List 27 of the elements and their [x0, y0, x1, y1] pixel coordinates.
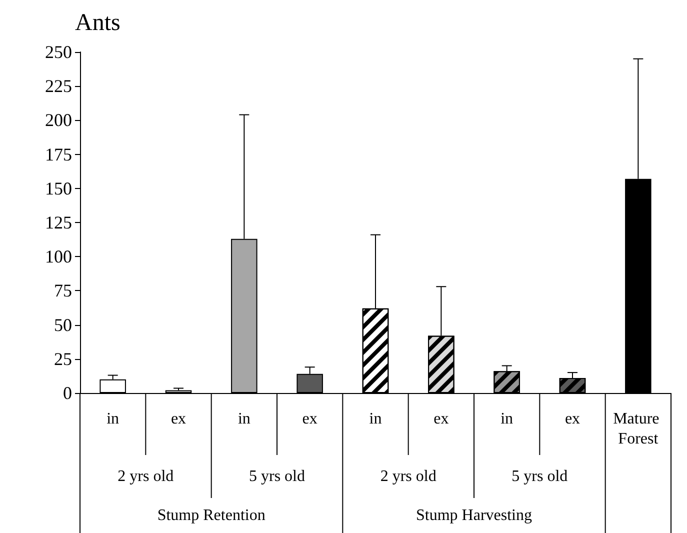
x-tick-label: ex [434, 410, 449, 428]
x-tick-label: Mature Forest [613, 410, 664, 448]
y-tick-label: 50 [54, 314, 72, 335]
text: 5 yrs old [512, 468, 568, 485]
x-tick-label: ex [564, 410, 580, 428]
y-tick-label: 200 [45, 110, 72, 130]
y-tick-label: 0 [63, 383, 72, 403]
chart-title: Ants [75, 10, 120, 36]
text: 2 yrs old [380, 468, 436, 485]
text: Stump Harvesting [416, 507, 532, 524]
x-tick-label: ex [302, 410, 318, 428]
x-tick-label: ex [170, 410, 186, 428]
y-tick-label: 75 [54, 280, 72, 301]
x-tick-label: in [106, 410, 120, 428]
y-tick-label: 250 [45, 42, 72, 62]
x-tick-label: in [500, 410, 514, 428]
text: Stump Retention [157, 507, 266, 524]
y-tick-label: 150 [45, 178, 72, 198]
y-tick-label: 175 [45, 144, 72, 164]
y-tick-label: 25 [54, 348, 72, 369]
y-tick-label: 100 [45, 246, 72, 267]
x-tick-label: in [238, 410, 250, 428]
x-tick-label: in [369, 410, 382, 428]
y-tick-label: 125 [45, 212, 72, 232]
y-tick-label: 225 [45, 76, 72, 96]
text: 2 yrs old [118, 468, 174, 485]
text: 5 yrs old [249, 468, 305, 485]
